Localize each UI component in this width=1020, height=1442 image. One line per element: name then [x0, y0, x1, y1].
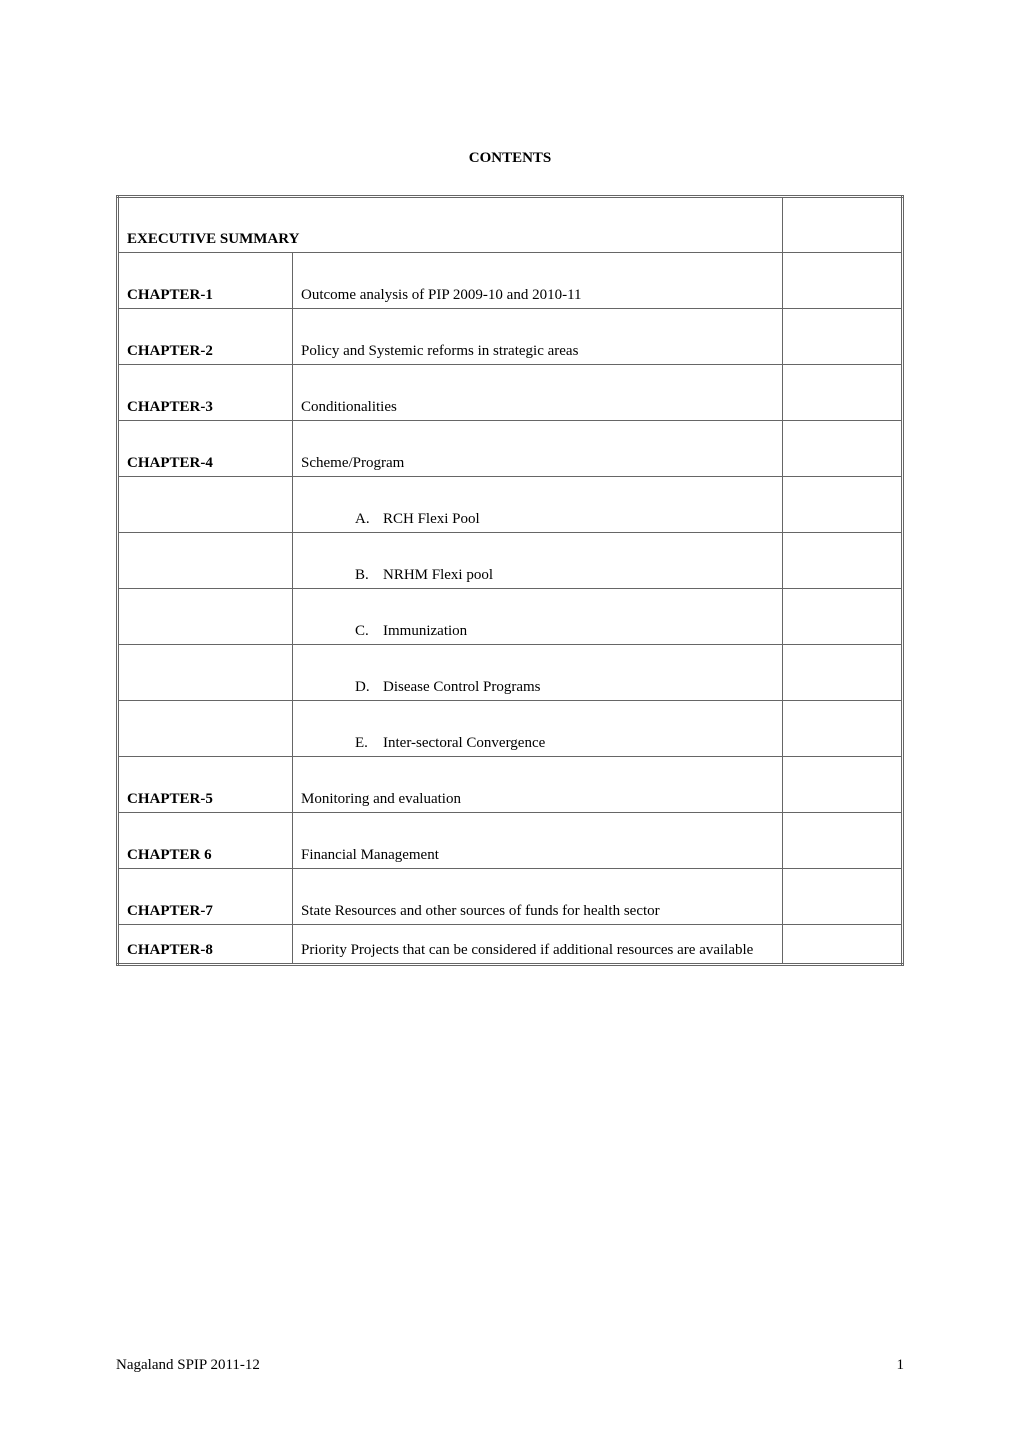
subitem-letter: B. [355, 567, 383, 584]
subitem-blank [118, 645, 293, 701]
subitem-page [783, 589, 903, 645]
subitem-text: Inter-sectoral Convergence [383, 735, 545, 751]
subitem-blank [118, 533, 293, 589]
chapter-desc: Monitoring and evaluation [293, 757, 783, 813]
table-row: A.RCH Flexi Pool [118, 477, 903, 533]
chapter-page [783, 813, 903, 869]
chapter-desc: Policy and Systemic reforms in strategic… [293, 309, 783, 365]
chapter-page [783, 869, 903, 925]
exec-summary-page [783, 197, 903, 253]
subitem-desc: D.Disease Control Programs [293, 645, 783, 701]
table-row-exec: EXECUTIVE SUMMARY [118, 197, 903, 253]
chapter-label: CHAPTER-2 [118, 309, 293, 365]
subitem-text: NRHM Flexi pool [383, 567, 493, 583]
chapter-label: CHAPTER-4 [118, 421, 293, 477]
subitem-desc: C.Immunization [293, 589, 783, 645]
subitem-letter: E. [355, 735, 383, 752]
subitem-page [783, 701, 903, 757]
subitem-letter: D. [355, 679, 383, 696]
table-row: B.NRHM Flexi pool [118, 533, 903, 589]
subitem-page [783, 477, 903, 533]
subitem-desc: B.NRHM Flexi pool [293, 533, 783, 589]
table-row: CHAPTER 6 Financial Management [118, 813, 903, 869]
table-row: D.Disease Control Programs [118, 645, 903, 701]
chapter-desc: Conditionalities [293, 365, 783, 421]
subitem-desc: E.Inter-sectoral Convergence [293, 701, 783, 757]
chapter-page [783, 757, 903, 813]
chapter-label: CHAPTER-1 [118, 253, 293, 309]
chapter-label: CHAPTER-5 [118, 757, 293, 813]
exec-summary-label: EXECUTIVE SUMMARY [118, 197, 783, 253]
table-row: CHAPTER-2 Policy and Systemic reforms in… [118, 309, 903, 365]
subitem-desc: A.RCH Flexi Pool [293, 477, 783, 533]
subitem-page [783, 645, 903, 701]
subitem-page [783, 533, 903, 589]
chapter-desc: State Resources and other sources of fun… [293, 869, 783, 925]
table-row: E.Inter-sectoral Convergence [118, 701, 903, 757]
table-row: CHAPTER-1 Outcome analysis of PIP 2009-1… [118, 253, 903, 309]
subitem-blank [118, 701, 293, 757]
table-row: CHAPTER-7 State Resources and other sour… [118, 869, 903, 925]
contents-title: CONTENTS [116, 150, 904, 167]
subitem-blank [118, 589, 293, 645]
subitem-text: RCH Flexi Pool [383, 511, 480, 527]
table-row: C.Immunization [118, 589, 903, 645]
subitem-text: Immunization [383, 623, 467, 639]
chapter-page [783, 421, 903, 477]
page-footer: Nagaland SPIP 2011-12 1 [116, 1357, 904, 1374]
subitem-letter: C. [355, 623, 383, 640]
chapter-label: CHAPTER-7 [118, 869, 293, 925]
chapter-label: CHAPTER 6 [118, 813, 293, 869]
footer-page-number: 1 [897, 1357, 905, 1374]
contents-table: EXECUTIVE SUMMARY CHAPTER-1 Outcome anal… [116, 195, 904, 966]
chapter-desc: Priority Projects that can be considered… [293, 925, 783, 965]
subitem-text: Disease Control Programs [383, 679, 540, 695]
chapter-page [783, 309, 903, 365]
chapter-page [783, 925, 903, 965]
chapter-page [783, 365, 903, 421]
table-row: CHAPTER-4 Scheme/Program [118, 421, 903, 477]
subitem-blank [118, 477, 293, 533]
chapter-label: CHAPTER-3 [118, 365, 293, 421]
chapter-desc: Outcome analysis of PIP 2009-10 and 2010… [293, 253, 783, 309]
chapter-desc: Scheme/Program [293, 421, 783, 477]
chapter-page [783, 253, 903, 309]
table-row: CHAPTER-8 Priority Projects that can be … [118, 925, 903, 965]
chapter-desc: Financial Management [293, 813, 783, 869]
table-row: CHAPTER-3 Conditionalities [118, 365, 903, 421]
chapter-label: CHAPTER-8 [118, 925, 293, 965]
subitem-letter: A. [355, 511, 383, 528]
table-row: CHAPTER-5 Monitoring and evaluation [118, 757, 903, 813]
footer-doc-title: Nagaland SPIP 2011-12 [116, 1357, 260, 1374]
